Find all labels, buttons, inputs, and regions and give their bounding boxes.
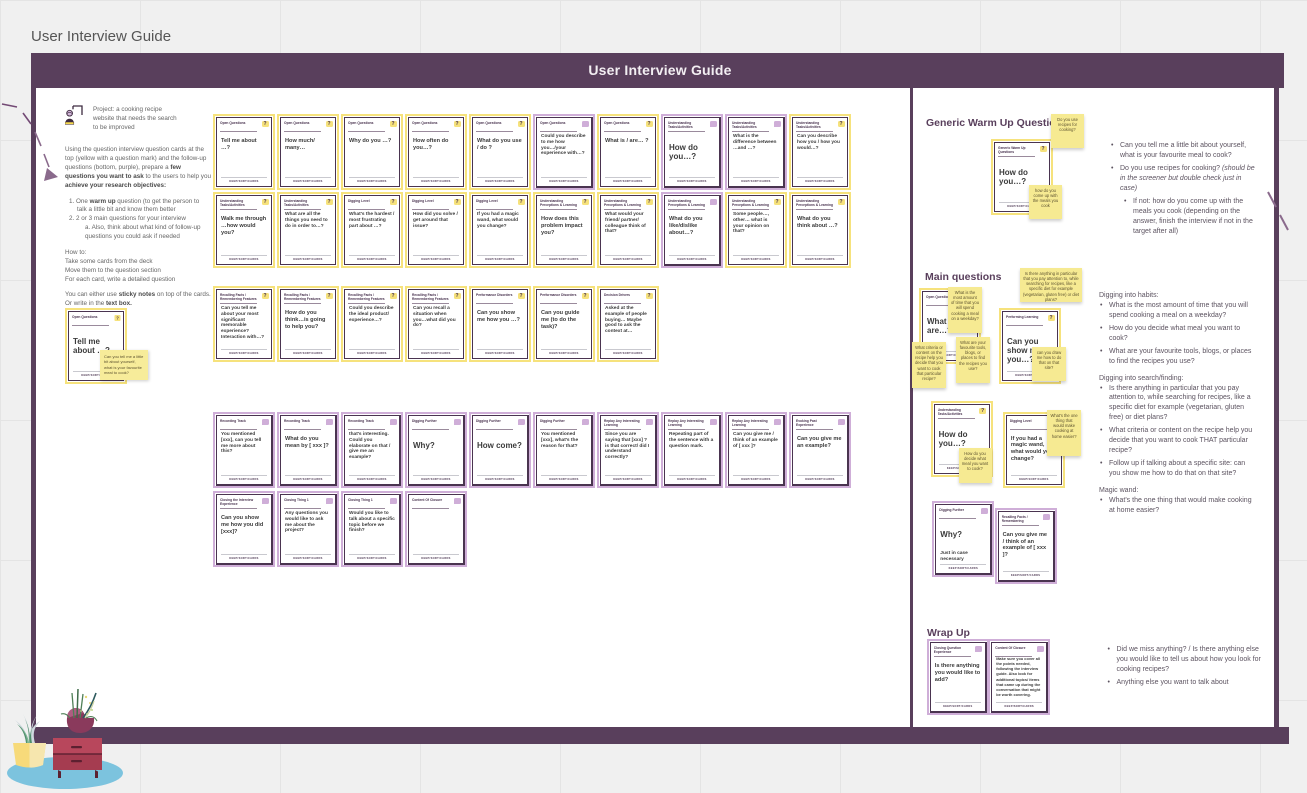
svg-text:?: ?	[116, 315, 119, 320]
